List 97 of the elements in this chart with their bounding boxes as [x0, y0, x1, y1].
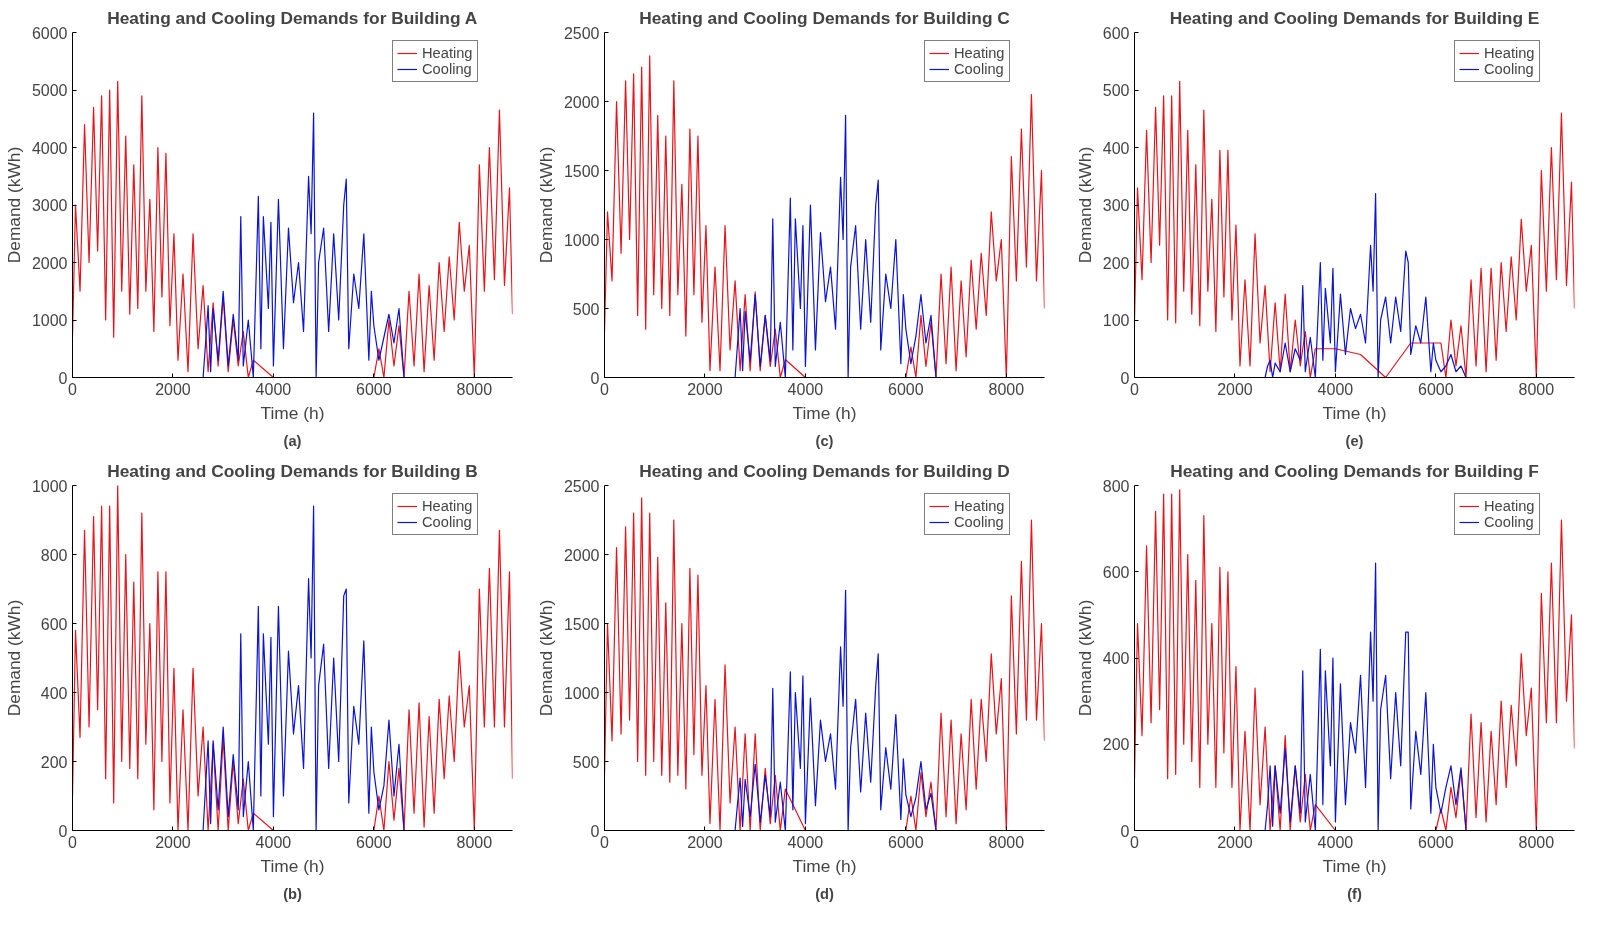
legend-label: Cooling — [1484, 514, 1534, 530]
y-tick-label: 2000 — [563, 546, 600, 564]
y-tick-label: 1500 — [563, 162, 600, 180]
y-tick-label: 400 — [1102, 139, 1130, 157]
y-tick-label: 0 — [590, 369, 600, 387]
y-tick-label: 1000 — [563, 684, 600, 702]
x-tick-label: 6000 — [888, 833, 924, 851]
y-axis-title: Demand (kWh) — [3, 599, 24, 717]
legend-label: Heating — [954, 498, 1005, 514]
y-tick-label: 1500 — [563, 615, 600, 633]
text: (a) — [283, 432, 302, 449]
y-tick-label: 1000 — [31, 312, 68, 329]
legend-label: Cooling — [1484, 61, 1534, 77]
y-tick-label: 2000 — [31, 254, 68, 272]
chart-title: Heating and Cooling Demands for Building E — [1169, 7, 1540, 28]
text: (f) — [1347, 885, 1362, 902]
y-tick-label: 800 — [40, 546, 68, 564]
y-axis-title: Demand (kWh) — [3, 146, 24, 264]
y-tick-label: 2500 — [563, 24, 600, 42]
legend-label: Cooling — [422, 514, 472, 530]
x-tick-label: 8000 — [988, 833, 1025, 851]
x-axis-title: Time (h) — [792, 402, 857, 423]
y-tick-label: 200 — [1102, 736, 1130, 754]
x-tick-label: 4000 — [255, 833, 292, 851]
y-axis-title: Demand (kWh) — [1074, 146, 1095, 264]
chart-title: Heating and Cooling Demands for Building A — [107, 7, 478, 28]
y-tick-label: 0 — [590, 822, 600, 840]
legend-label: Cooling — [954, 514, 1004, 530]
y-tick-label: 5000 — [31, 82, 68, 99]
y-tick-label: 2000 — [563, 93, 600, 111]
x-axis-title: Time (h) — [1322, 855, 1387, 876]
x-tick-label: 8000 — [1518, 380, 1555, 398]
x-tick-label: 4000 — [787, 380, 824, 398]
y-tick-label: 600 — [1102, 24, 1130, 42]
y-tick-label: 100 — [1102, 312, 1130, 329]
text: (b) — [283, 885, 302, 902]
x-tick-label: 4000 — [1317, 380, 1354, 398]
x-tick-label: 2000 — [155, 833, 191, 851]
y-tick-label: 200 — [1102, 254, 1130, 272]
chart-title: Heating and Cooling Demands for Building C — [639, 7, 1011, 28]
x-tick-label: 4000 — [255, 380, 292, 398]
text: (e) — [1345, 432, 1364, 449]
y-tick-label: 0 — [58, 369, 68, 387]
y-tick-label: 400 — [1102, 650, 1130, 667]
chart-title: Heating and Cooling Demands for Building D — [639, 460, 1010, 481]
legend-label: Cooling — [954, 61, 1004, 77]
x-tick-label: 6000 — [356, 380, 392, 398]
x-tick-label: 2000 — [687, 833, 723, 851]
x-axis-title: Time (h) — [260, 402, 325, 423]
y-tick-label: 6000 — [31, 24, 68, 42]
x-axis-title: Time (h) — [792, 855, 857, 876]
y-tick-label: 0 — [1120, 822, 1130, 840]
x-tick-label: 2000 — [687, 380, 723, 398]
y-tick-label: 1000 — [563, 231, 600, 249]
y-tick-label: 0 — [1120, 369, 1130, 387]
x-tick-label: 8000 — [456, 380, 493, 398]
legend-label: Heating — [422, 498, 473, 514]
text: (c) — [815, 432, 834, 449]
y-axis-title: Demand (kWh) — [1074, 599, 1095, 717]
y-tick-label: 200 — [40, 753, 68, 771]
legend-label: Heating — [1484, 498, 1535, 514]
x-tick-label: 6000 — [1418, 833, 1454, 851]
legend-label: Heating — [1484, 45, 1535, 61]
x-tick-label: 4000 — [787, 833, 824, 851]
y-tick-label: 600 — [1102, 563, 1130, 581]
y-tick-label: 4000 — [31, 139, 68, 157]
y-tick-label: 3000 — [31, 197, 68, 214]
y-tick-label: 800 — [1102, 477, 1130, 495]
y-tick-label: 1000 — [31, 477, 68, 495]
y-tick-label: 300 — [1102, 197, 1130, 214]
x-tick-label: 6000 — [888, 380, 924, 398]
x-axis-title: Time (h) — [1322, 402, 1387, 423]
y-tick-label: 2500 — [563, 477, 600, 495]
y-tick-label: 0 — [58, 822, 68, 840]
chart-title: Heating and Cooling Demands for Building B — [107, 460, 478, 481]
y-tick-label: 500 — [572, 753, 600, 771]
chart-title: Heating and Cooling Demands for Building F — [1170, 460, 1539, 481]
y-axis-title: Demand (kWh) — [535, 599, 556, 717]
y-tick-label: 500 — [1102, 82, 1130, 99]
legend-label: Heating — [422, 45, 473, 61]
x-tick-label: 8000 — [1518, 833, 1555, 851]
x-tick-label: 2000 — [1217, 380, 1253, 398]
y-tick-label: 500 — [572, 300, 600, 318]
y-tick-label: 400 — [40, 684, 68, 702]
x-tick-label: 2000 — [155, 380, 191, 398]
x-tick-label: 2000 — [1217, 833, 1253, 851]
y-axis-title: Demand (kWh) — [535, 146, 556, 264]
y-tick-label: 600 — [40, 615, 68, 633]
x-tick-label: 8000 — [988, 380, 1025, 398]
x-tick-label: 8000 — [456, 833, 493, 851]
x-axis-title: Time (h) — [260, 855, 325, 876]
x-tick-label: 6000 — [1418, 380, 1454, 398]
legend-label: Cooling — [422, 61, 472, 77]
text: (d) — [815, 885, 834, 902]
legend-label: Heating — [954, 45, 1005, 61]
x-tick-label: 4000 — [1317, 833, 1354, 851]
x-tick-label: 6000 — [356, 833, 392, 851]
